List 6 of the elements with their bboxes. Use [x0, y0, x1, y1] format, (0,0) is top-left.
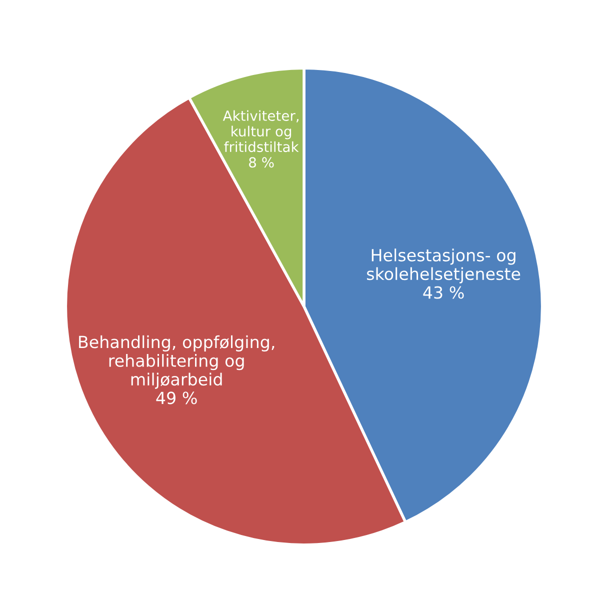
data-label: 43 %	[423, 286, 464, 299]
data-label: 8 %	[249, 157, 274, 168]
slice-label: Behandling, oppfølging, rehabilitering og miljøarbeid	[79, 335, 274, 389]
slice-label: Helsestasjons- og skolehelsetjeneste	[367, 248, 520, 284]
slice-label: Aktiviteter, kultur og fritidstiltak	[222, 110, 299, 152]
data-label: 49 %	[156, 392, 197, 404]
